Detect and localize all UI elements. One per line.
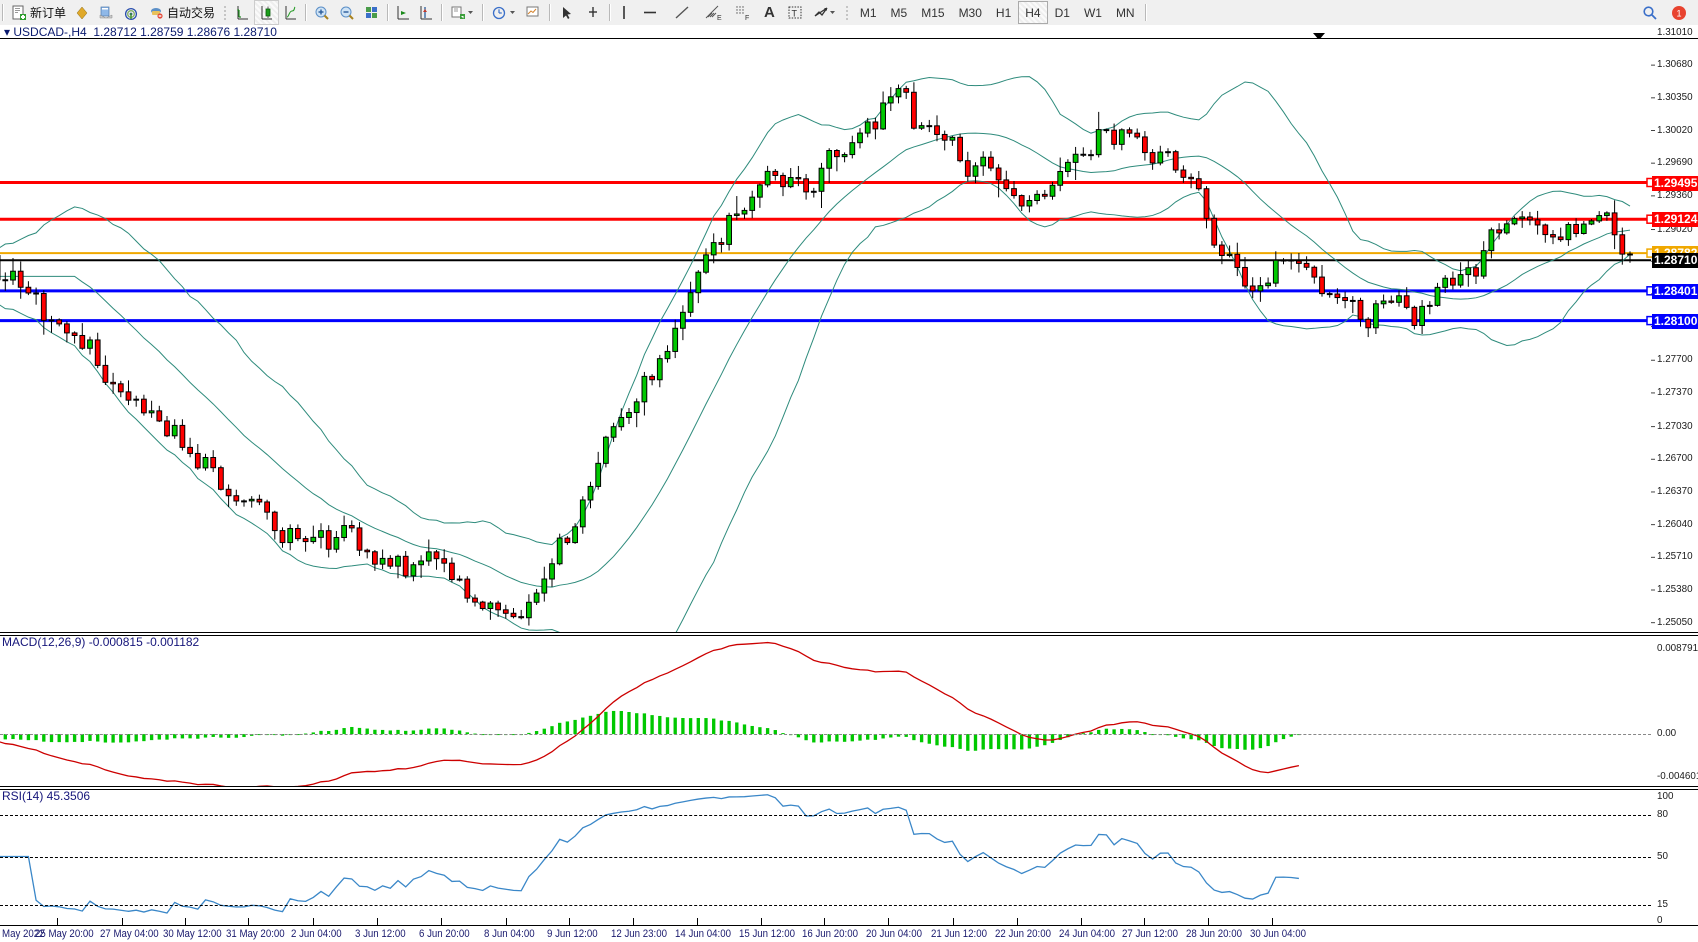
svg-text:1: 1	[1676, 8, 1681, 18]
svg-text:E: E	[717, 15, 722, 21]
svg-text:F: F	[745, 15, 749, 21]
svg-text:T: T	[791, 8, 797, 18]
